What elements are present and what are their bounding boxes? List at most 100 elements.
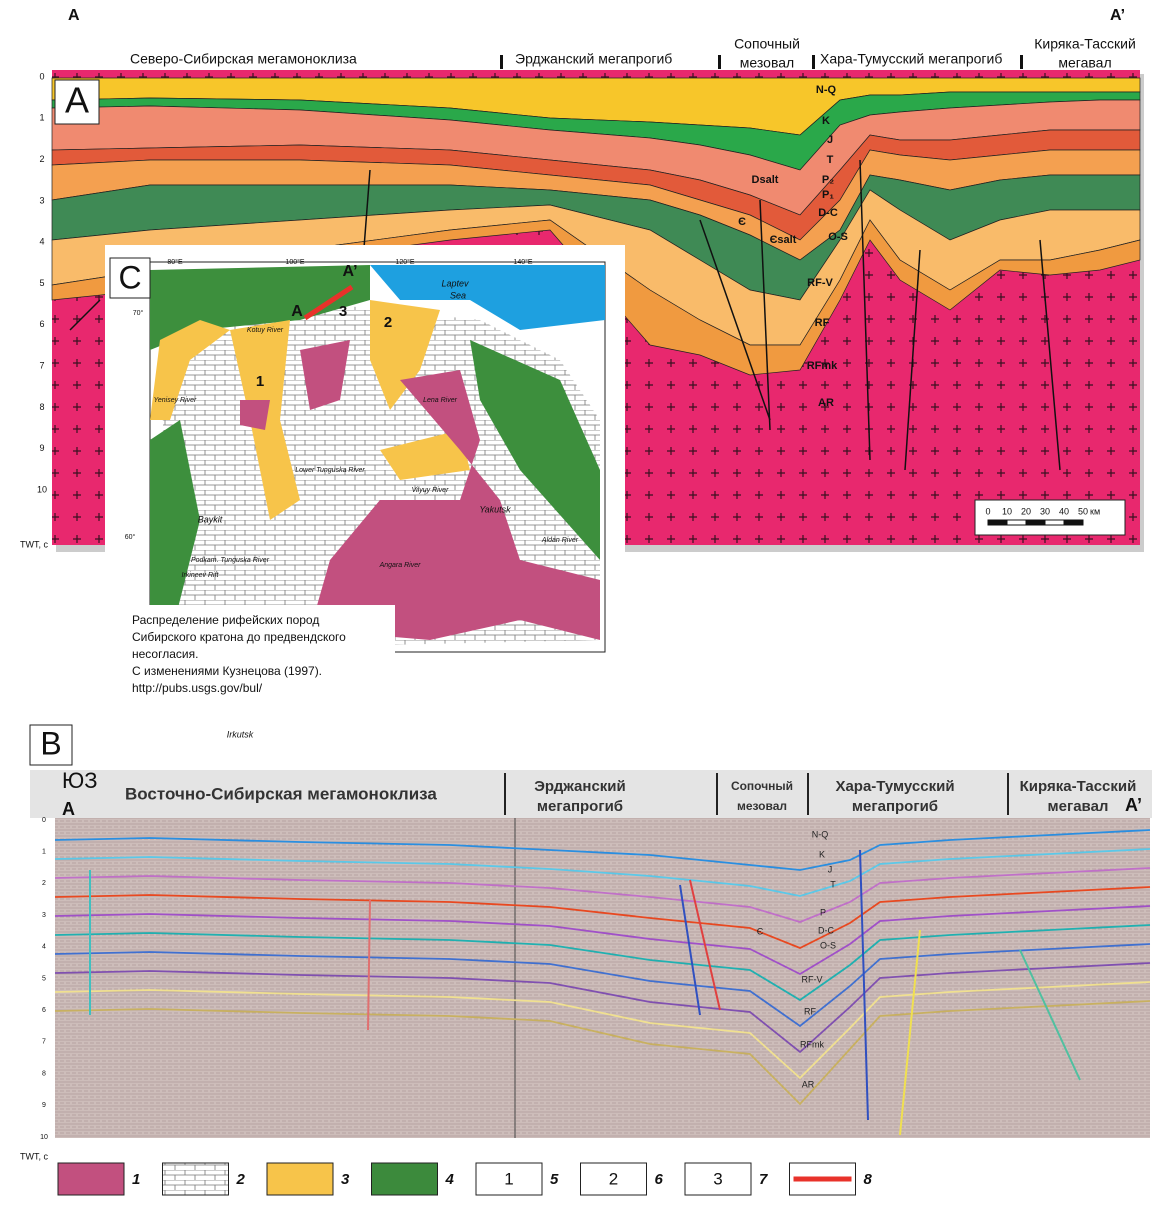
legend-swatch xyxy=(372,1163,438,1195)
place-name: Yakutsk xyxy=(479,504,511,514)
region-title: Хара-Тумусский xyxy=(835,778,954,795)
scale-tick: 10 xyxy=(1002,506,1012,516)
label: 2 xyxy=(384,314,392,331)
layer-label: O-S xyxy=(828,231,848,243)
region-title: Киряка-Тасский xyxy=(1020,778,1137,795)
place-name: Irkineev Rift xyxy=(182,572,220,579)
panel-label: B xyxy=(40,725,61,761)
caption: Сибирского кратона до предвендского xyxy=(132,630,346,644)
depth-tick: 6 xyxy=(42,1007,46,1014)
label: 3 xyxy=(339,303,347,320)
place-name: Irkutsk xyxy=(227,729,254,739)
place-name: Kotuy River xyxy=(247,327,284,334)
layer-label: T xyxy=(827,154,834,166)
layer-label: N-Q xyxy=(812,829,829,839)
magenta-zone xyxy=(240,400,270,430)
axis-label: TWT, c xyxy=(20,539,48,549)
depth-tick: 6 xyxy=(39,319,44,329)
depth-tick: 3 xyxy=(39,195,44,205)
layer-label: Є xyxy=(738,216,746,228)
layer-label: D-C xyxy=(818,925,834,935)
scale-tick: 50 xyxy=(1078,506,1088,516)
depth-tick: 2 xyxy=(39,154,44,164)
layer-label: O-S xyxy=(820,940,836,950)
scale-segment xyxy=(1026,520,1045,525)
depth-tick: 9 xyxy=(39,443,44,453)
depth-tick: 3 xyxy=(42,912,46,919)
legend-number: 4 xyxy=(445,1171,455,1188)
place-name: Podkam. Tunguska River xyxy=(191,557,270,564)
depth-tick: 10 xyxy=(40,1134,48,1141)
layer-label: J xyxy=(828,864,833,874)
layer-label: P₂ xyxy=(822,174,834,186)
place-name: Angara River xyxy=(379,562,422,569)
layer-label: RF xyxy=(815,317,830,329)
swatch-text: 3 xyxy=(713,1169,722,1188)
legend-swatch xyxy=(163,1163,229,1195)
depth-tick: 7 xyxy=(39,360,44,370)
label: A’ xyxy=(1125,795,1142,815)
legend-swatch xyxy=(58,1163,124,1195)
label: 1 xyxy=(256,373,264,390)
depth-tick: 5 xyxy=(39,278,44,288)
region-title: мегапрогиб xyxy=(537,798,623,815)
layer-label: P xyxy=(820,907,826,917)
region-title: Сопочный xyxy=(731,779,793,793)
scale-unit: км xyxy=(1090,506,1100,516)
place-name: Laptev xyxy=(441,278,469,288)
layer-label: RFmk xyxy=(807,360,838,372)
scale-tick: 0 xyxy=(985,506,990,516)
direction: ЮЗ xyxy=(62,768,98,793)
layer-label: K xyxy=(822,115,830,127)
layer-label: AR xyxy=(818,397,834,409)
region-title: мегавал xyxy=(1058,55,1111,71)
layer-label: RF-V xyxy=(807,277,833,289)
layer-label: J xyxy=(827,134,833,146)
seismic-section xyxy=(55,818,1150,1138)
region-title: Хара-Тумусский мегапрогиб xyxy=(820,51,1002,67)
region-title: мезовал xyxy=(737,799,787,813)
scale-box xyxy=(975,500,1125,535)
panel-b: BЮЗAA’Восточно-Сибирская мегамоноклизаЭр… xyxy=(20,725,1152,1161)
legend-number: 8 xyxy=(864,1171,873,1188)
region-title: Восточно-Сибирская мегамоноклиза xyxy=(125,784,437,803)
layer-label: AR xyxy=(802,1079,815,1089)
layer-label: T xyxy=(830,879,836,889)
depth-tick: 0 xyxy=(39,71,44,81)
label: 80°E xyxy=(167,258,183,266)
label: A xyxy=(291,303,303,320)
label: 100°E xyxy=(285,258,304,266)
layer-label: RFmk xyxy=(800,1039,824,1049)
label: 60° xyxy=(125,533,136,541)
caption: Распределение рифейских пород xyxy=(132,613,319,627)
scale-segment xyxy=(1064,520,1083,525)
separator xyxy=(1020,55,1023,69)
figure: A A’ A Северо-Сибирская мегамоноклиза Эрджан… xyxy=(0,0,1152,1214)
caption: несогласия. xyxy=(132,647,198,661)
layer-label: P₁ xyxy=(822,189,834,201)
scale-segment xyxy=(1045,520,1064,525)
legend-number: 3 xyxy=(341,1171,350,1188)
region-title: Северо-Сибирская мегамоноклиза xyxy=(130,51,357,67)
layer-label: RF-V xyxy=(802,974,823,984)
label: A’ xyxy=(1110,7,1125,24)
depth-tick: 0 xyxy=(42,817,46,824)
separator xyxy=(718,55,721,69)
axis-label: TWT, c xyxy=(20,1151,48,1161)
region-title: мезовал xyxy=(740,55,794,71)
legend-swatch xyxy=(267,1163,333,1195)
scale-segment xyxy=(1007,520,1026,525)
layer-label: Єsalt xyxy=(770,234,797,246)
separator xyxy=(812,55,815,69)
label: A xyxy=(62,799,75,819)
label: A’ xyxy=(342,263,357,280)
depth-tick: 8 xyxy=(39,402,44,412)
place-name: Lower Tunguska River xyxy=(295,467,365,474)
layer-label: Є xyxy=(757,926,764,936)
depth-tick: 8 xyxy=(42,1070,46,1077)
region-title: Эрджанский мегапрогиб xyxy=(515,51,672,67)
layer-label: D-C xyxy=(818,207,838,219)
legend-number: 6 xyxy=(655,1171,664,1188)
depth-tick: 4 xyxy=(42,944,46,951)
